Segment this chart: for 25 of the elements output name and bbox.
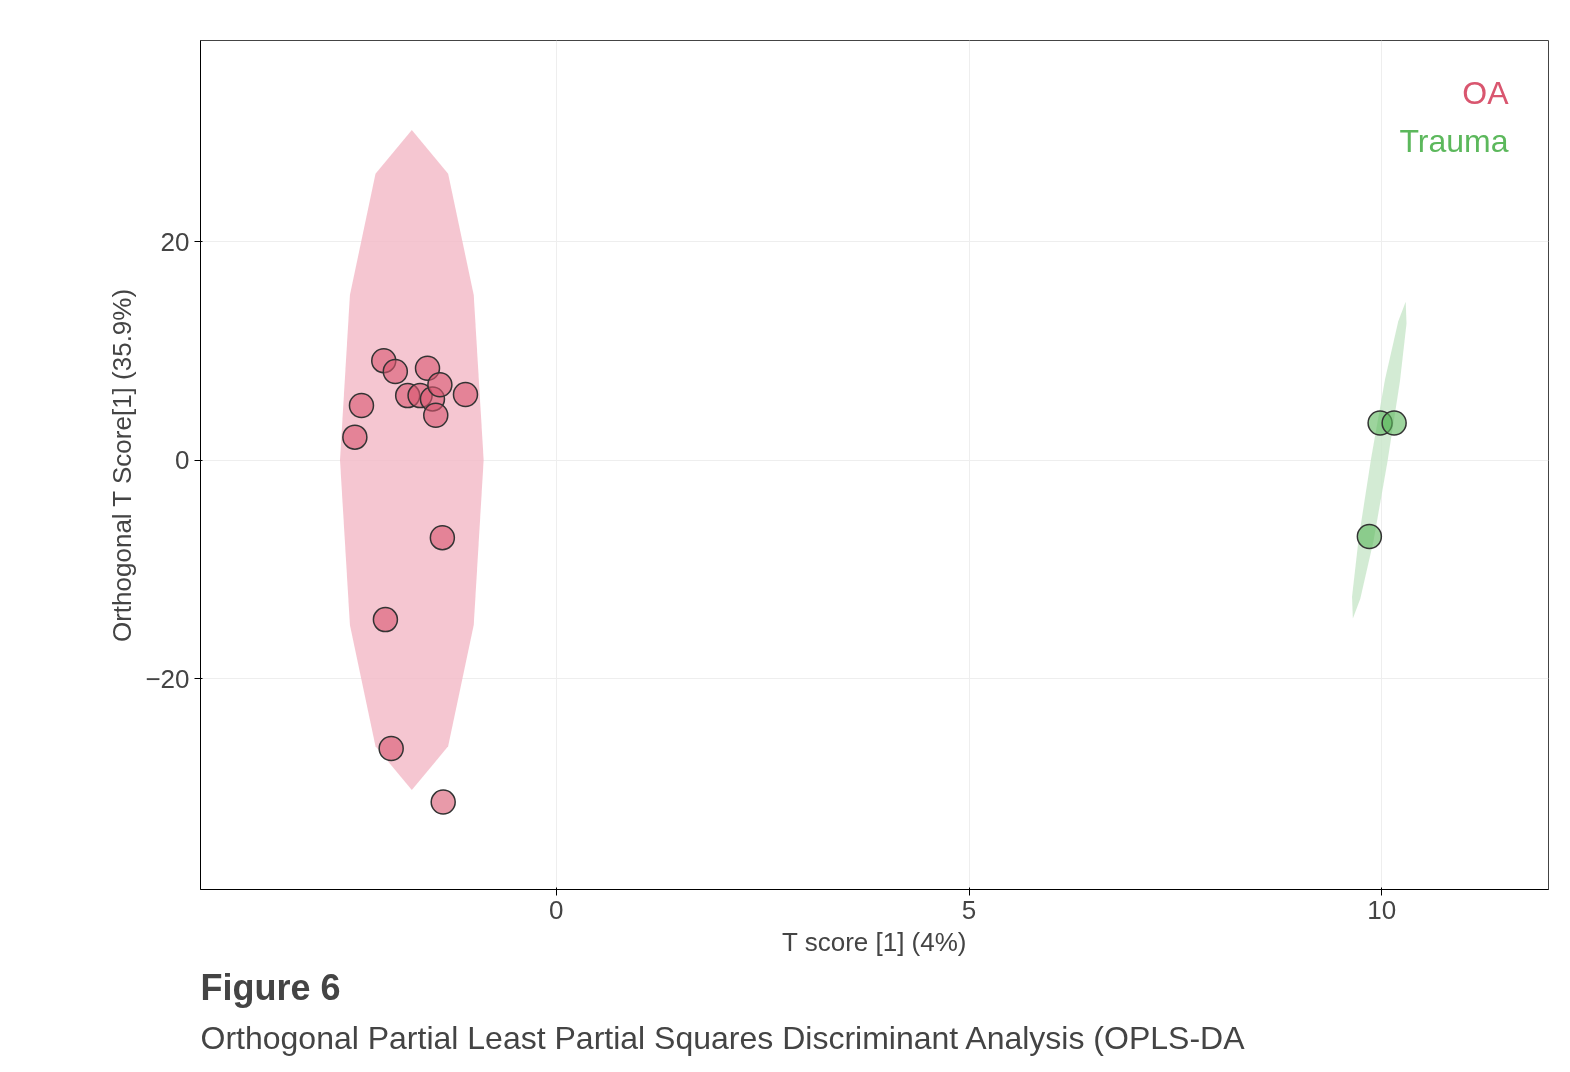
y-axis-title: Orthogonal T Score[1] (35.9%): [107, 288, 138, 643]
point: [1381, 410, 1407, 436]
point: [342, 424, 368, 450]
x-tick-label: 0: [549, 894, 564, 925]
y-tick-label: 20: [160, 226, 190, 257]
text: Trauma: [1399, 122, 1509, 159]
y-tick-label: −20: [145, 663, 190, 694]
point: [414, 355, 441, 382]
caption: Figure 6: [200, 966, 341, 1008]
point: [429, 524, 456, 551]
point: [430, 789, 456, 815]
point: [372, 606, 399, 633]
y-tick-label: 0: [175, 445, 190, 476]
x-tick-label: 10: [1367, 894, 1397, 925]
point: [1356, 523, 1383, 550]
point: [382, 358, 409, 385]
text: Orthogonal Partial Least Partial Squares Discriminant Analysis (OPLS-DA: [200, 1019, 1246, 1056]
point: [378, 735, 404, 762]
text: OA: [1462, 74, 1510, 111]
point: [423, 402, 449, 429]
point: [452, 381, 479, 408]
point: [427, 371, 453, 398]
point: [348, 392, 375, 419]
x-axis-title: T score [1] (4%): [782, 926, 967, 957]
x-tick-label: 5: [961, 894, 977, 925]
